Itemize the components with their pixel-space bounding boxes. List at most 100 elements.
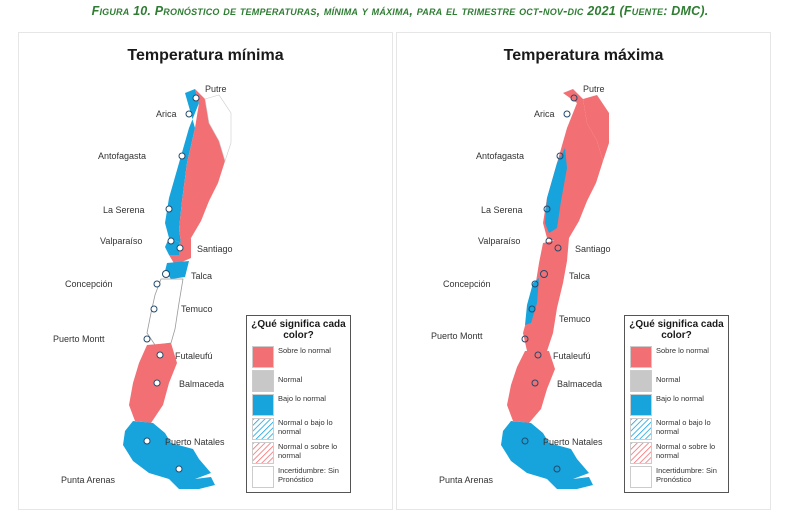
city-label-concepcion: Concepción (65, 279, 113, 289)
station-puerto-montt-min (143, 335, 151, 343)
swatch-incertidumbre (252, 466, 274, 488)
legend-item-bajo: Bajo lo normal (630, 394, 726, 416)
station-antofagasta-min (178, 152, 186, 160)
swatch-normal-sobre (630, 442, 652, 464)
station-balmaceda-max (531, 379, 539, 387)
map-temperatura-maxima (501, 89, 609, 489)
station-temuco-min (150, 305, 158, 313)
legend-label-normal-sobre: Normal o sobre lo normal (278, 442, 338, 460)
station-futaleufu-max (534, 351, 542, 359)
legend-item-incertidumbre: Incertidumbre: Sin Pronóstico (630, 466, 726, 488)
swatch-bajo (252, 394, 274, 416)
city-label-temuco: Temuco (559, 314, 591, 324)
station-puerto-natales-min (143, 437, 151, 445)
legend-min: ¿Qué significa cada color? Sobre lo norm… (246, 315, 351, 493)
city-label-arica: Arica (156, 109, 177, 119)
city-label-puerto-natales: Puerto Natales (165, 437, 225, 447)
region-tierra-del-fuego-max (547, 477, 593, 489)
city-label-talca: Talca (191, 271, 213, 281)
panel-temperatura-minima: Temperatura mínima (18, 32, 393, 510)
legend-item-sobre: Sobre lo normal (630, 346, 726, 368)
legend-title: ¿Qué significa cada color? (629, 319, 724, 341)
legend-label-normal-bajo: Normal o bajo lo normal (278, 418, 333, 436)
city-label-concepcion: Concepción (443, 279, 491, 289)
city-label-putre: Putre (583, 84, 605, 94)
station-la-serena-min (165, 205, 173, 213)
swatch-normal-sobre (252, 442, 274, 464)
city-label-futaleufu: Futaleufú (553, 351, 591, 361)
city-label-futaleufu: Futaleufú (175, 351, 213, 361)
swatch-incertidumbre (630, 466, 652, 488)
region-talca-min (165, 261, 189, 279)
city-label-antofagasta: Antofagasta (476, 151, 525, 161)
station-puerto-montt-max (521, 335, 529, 343)
station-santiago-max (554, 244, 562, 252)
city-label-antofagasta: Antofagasta (98, 151, 147, 161)
legend-item-normal-sobre: Normal o sobre lo normal (630, 442, 726, 464)
region-aysen-max (507, 351, 555, 423)
station-arica-max (563, 110, 571, 118)
station-punta-arenas-max (553, 465, 561, 473)
city-label-valparaiso: Valparaíso (478, 236, 521, 246)
city-label-putre: Putre (205, 84, 227, 94)
legend-item-incertidumbre: Incertidumbre: Sin Pronóstico (252, 466, 348, 488)
city-label-la-serena: La Serena (481, 205, 523, 215)
legend-label-bajo: Bajo lo normal (278, 394, 326, 403)
legend-label-normal: Normal (656, 375, 681, 384)
city-label-puerto-natales: Puerto Natales (543, 437, 603, 447)
legend-item-normal-bajo: Normal o bajo lo normal (630, 418, 726, 440)
region-central-max (523, 238, 569, 351)
legend-max: ¿Qué significa cada color? Sobre lo norm… (624, 315, 729, 493)
station-puerto-natales-max (521, 437, 529, 445)
region-tierra-del-fuego-min (169, 477, 215, 489)
panel-temperatura-maxima: Temperatura máxima Putre Arica (396, 32, 771, 510)
region-magallanes-max (501, 421, 589, 479)
region-coast-blue-max (525, 278, 539, 325)
swatch-normal-bajo (252, 418, 274, 440)
station-futaleufu-min (156, 351, 164, 359)
panel-title-min: Temperatura mínima (127, 47, 284, 64)
station-arica-min (185, 110, 193, 118)
swatch-sobre (630, 346, 652, 368)
station-valparaiso-max (545, 237, 553, 245)
region-north-coast-min (165, 89, 199, 243)
station-la-serena-max (543, 205, 551, 213)
panel-title-max: Temperatura máxima (503, 47, 664, 64)
city-label-puerto-montt: Puerto Montt (53, 334, 105, 344)
region-aysen-min (129, 343, 177, 423)
city-label-arica: Arica (534, 109, 555, 119)
station-concepcion-max (531, 280, 539, 288)
legend-label-sobre: Sobre lo normal (278, 346, 331, 355)
legend-item-normal: Normal (630, 370, 726, 392)
station-concepcion-min (153, 280, 161, 288)
legend-label-bajo: Bajo lo normal (656, 394, 704, 403)
city-label-balmaceda: Balmaceda (179, 379, 225, 389)
map-temperatura-minima (123, 89, 232, 489)
swatch-normal (252, 370, 274, 392)
swatch-normal (630, 370, 652, 392)
legend-item-sobre: Sobre lo normal (252, 346, 348, 368)
city-label-talca: Talca (569, 271, 591, 281)
station-putre-min (192, 94, 200, 102)
swatch-bajo (630, 394, 652, 416)
legend-label-normal: Normal (278, 375, 303, 384)
station-balmaceda-min (153, 379, 161, 387)
city-label-santiago: Santiago (197, 244, 233, 254)
city-label-puerto-montt: Puerto Montt (431, 331, 483, 341)
legend-label-incertidumbre: Incertidumbre: Sin Pronóstico (656, 466, 717, 484)
legend-label-sobre: Sobre lo normal (656, 346, 709, 355)
swatch-normal-bajo (630, 418, 652, 440)
neighbour-land-min (204, 94, 232, 162)
station-punta-arenas-min (175, 465, 183, 473)
region-north-coast-blue-max (545, 148, 567, 233)
station-talca-max (540, 270, 548, 278)
station-temuco-max (528, 305, 536, 313)
legend-title: ¿Qué significa cada color? (251, 319, 346, 341)
legend-item-normal: Normal (252, 370, 348, 392)
legend-label-normal-bajo: Normal o bajo lo normal (656, 418, 711, 436)
city-label-temuco: Temuco (181, 304, 213, 314)
station-putre-max (570, 94, 578, 102)
city-label-la-serena: La Serena (103, 205, 145, 215)
region-magallanes-min (123, 421, 211, 479)
station-antofagasta-max (556, 152, 564, 160)
